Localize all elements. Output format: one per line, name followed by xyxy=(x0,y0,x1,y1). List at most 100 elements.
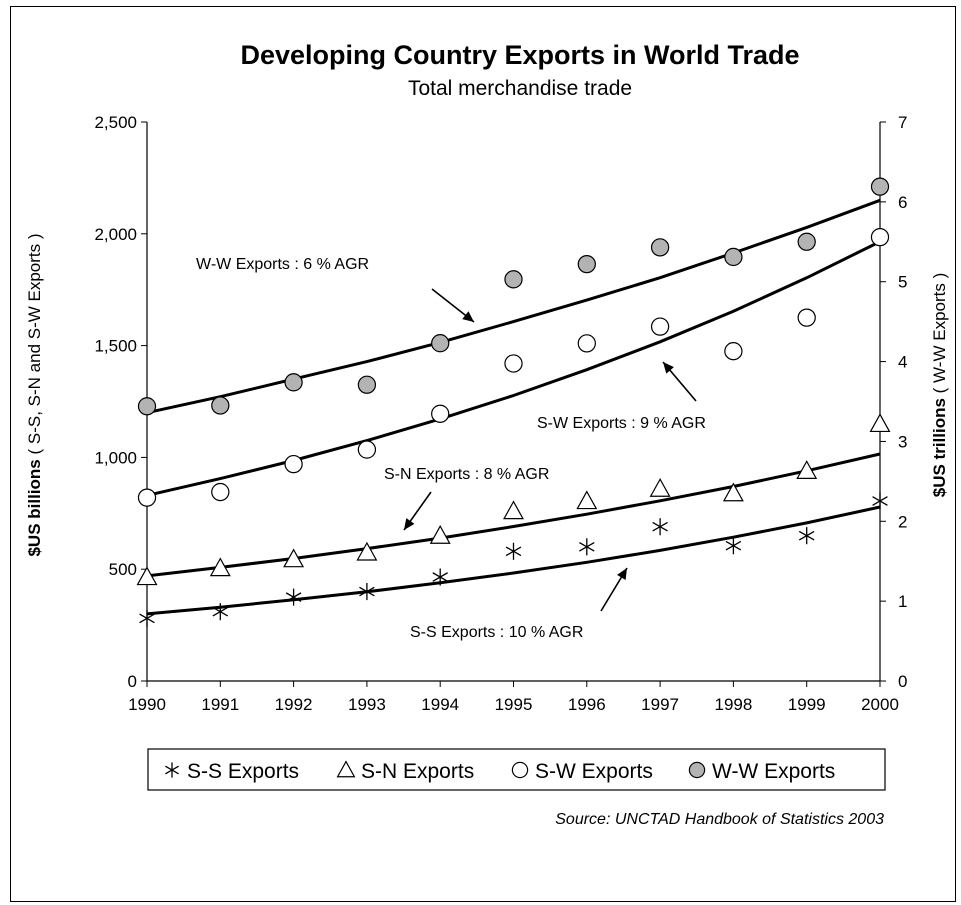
data-point-s-s-exports xyxy=(505,542,522,560)
trend-line-s-n-exports xyxy=(146,452,881,578)
x-tick-label: 1991 xyxy=(201,695,239,714)
legend-label: S-W Exports xyxy=(535,760,653,783)
data-point-s-n-exports xyxy=(429,524,451,544)
annotation-arrow-head xyxy=(617,568,627,581)
data-point-s-s-exports xyxy=(725,537,742,555)
data-point-w-w-exports xyxy=(357,375,377,394)
annotation-arrow-head xyxy=(404,518,415,530)
data-point-s-n-exports xyxy=(796,460,818,479)
source-note: Source: UNCTAD Handbook of Statistics 20… xyxy=(555,811,884,828)
y-left-tick-label: 0 xyxy=(128,672,137,691)
annotation-label: W-W Exports : 6 % AGR xyxy=(196,256,369,273)
x-tick-label: 1999 xyxy=(788,695,826,714)
chart-subtitle: Total merchandise trade xyxy=(408,77,632,100)
data-point-s-n-exports xyxy=(283,548,305,568)
legend-marker xyxy=(511,761,529,779)
x-tick-label: 1990 xyxy=(128,695,166,714)
data-point-s-w-exports xyxy=(870,228,890,247)
legend-label: S-N Exports xyxy=(361,760,474,783)
x-tick-label: 1997 xyxy=(641,695,679,714)
annotation-label: S-S Exports : 10 % AGR xyxy=(410,624,583,641)
data-point-s-n-exports xyxy=(209,557,231,577)
data-point-s-n-exports xyxy=(649,478,671,497)
data-point-w-w-exports xyxy=(724,247,743,267)
x-tick-label: 1992 xyxy=(275,695,313,714)
data-point-s-w-exports xyxy=(137,488,157,507)
data-point-s-w-exports xyxy=(577,334,596,353)
legend-marker xyxy=(336,760,356,778)
data-point-w-w-exports xyxy=(431,334,450,353)
data-point-s-n-exports xyxy=(722,482,744,502)
y-axis-label-left: $US billions ( S-S, S-N and S-W Exports … xyxy=(25,233,44,556)
x-tick-label: 1994 xyxy=(421,695,459,714)
y-left-tick-label: 2,500 xyxy=(94,113,137,132)
annotations: W-W Exports : 6 % AGR S-W Exports : 9 % A… xyxy=(196,256,706,641)
data-point-s-n-exports xyxy=(136,566,158,586)
data-point-s-w-exports xyxy=(284,454,303,474)
y-right-tick-label: 2 xyxy=(898,512,907,531)
x-tick-label: 1998 xyxy=(714,695,752,714)
data-point-s-n-exports xyxy=(503,500,524,520)
x-tick-label: 1996 xyxy=(568,695,606,714)
y-left-tick-label: 1,000 xyxy=(94,448,137,467)
axes: 1990 1991 1992 1993 1994 1995 1996 1997 1998 1999… xyxy=(94,113,907,714)
data-point-s-s-exports xyxy=(212,603,229,621)
data-point-w-w-exports xyxy=(284,373,303,392)
data-point-s-n-exports xyxy=(576,490,598,510)
x-tick-label: 1995 xyxy=(495,695,533,714)
data-point-s-n-exports xyxy=(869,413,891,433)
data-point-w-w-exports xyxy=(650,238,670,257)
data-point-s-s-exports xyxy=(432,568,448,586)
annotation-arrow-head xyxy=(462,311,474,322)
data-point-s-w-exports xyxy=(797,308,816,327)
y-right-tick-label: 5 xyxy=(898,273,907,292)
y-right-tick-label: 7 xyxy=(898,113,907,132)
legend: S-S Exports S-N Exports S-W Exports W-W Exp… xyxy=(165,760,835,783)
data-point-s-s-exports xyxy=(798,527,815,545)
trend-line-s-s-exports xyxy=(146,505,881,616)
y-right-tick-label: 4 xyxy=(898,353,907,372)
data-point-s-s-exports xyxy=(139,609,155,627)
legend-label: W-W Exports xyxy=(712,760,835,783)
data-point-s-w-exports xyxy=(357,440,377,459)
data-point-w-w-exports xyxy=(797,232,816,251)
y-right-tick-label: 3 xyxy=(898,432,907,451)
data-markers xyxy=(136,177,891,627)
y-left-tick-label: 2,000 xyxy=(94,225,137,244)
y-right-tick-label: 1 xyxy=(898,592,907,611)
data-point-s-w-exports xyxy=(211,482,230,502)
data-point-w-w-exports xyxy=(137,397,157,416)
x-tick-label: 2000 xyxy=(861,695,899,714)
y-right-tick-label: 0 xyxy=(898,672,907,691)
data-point-s-w-exports xyxy=(504,354,523,373)
data-point-w-w-exports xyxy=(870,177,890,196)
data-point-s-w-exports xyxy=(724,342,743,361)
trend-line-s-w-exports xyxy=(146,240,881,497)
trend-lines xyxy=(146,198,881,616)
legend-marker xyxy=(688,761,706,779)
annotation-label: S-N Exports : 8 % AGR xyxy=(384,466,549,483)
annotation-arrow-head xyxy=(663,362,674,374)
data-point-s-s-exports xyxy=(579,538,595,556)
y-left-tick-label: 500 xyxy=(109,560,137,579)
data-point-s-s-exports xyxy=(285,588,302,606)
data-point-w-w-exports xyxy=(504,270,523,289)
annotation-label: S-W Exports : 9 % AGR xyxy=(537,415,706,432)
legend-label: S-S Exports xyxy=(187,760,299,783)
data-point-s-s-exports xyxy=(359,583,375,601)
y-right-tick-label: 6 xyxy=(898,193,907,212)
chart-title: Developing Country Exports in World Trad… xyxy=(240,40,799,70)
legend-marker xyxy=(165,762,179,778)
y-left-tick-label: 1,500 xyxy=(94,337,137,356)
data-point-s-n-exports xyxy=(356,541,378,561)
data-point-w-w-exports xyxy=(211,396,230,415)
data-point-s-s-exports xyxy=(652,518,668,536)
data-point-w-w-exports xyxy=(577,254,596,274)
data-point-s-s-exports xyxy=(872,492,888,510)
trend-line-w-w-exports xyxy=(146,198,881,415)
data-point-s-w-exports xyxy=(431,404,450,423)
data-point-s-w-exports xyxy=(650,317,670,336)
x-tick-label: 1993 xyxy=(348,695,386,714)
y-axis-label-right: $US trillions ( W-W Exports ) xyxy=(930,273,949,497)
